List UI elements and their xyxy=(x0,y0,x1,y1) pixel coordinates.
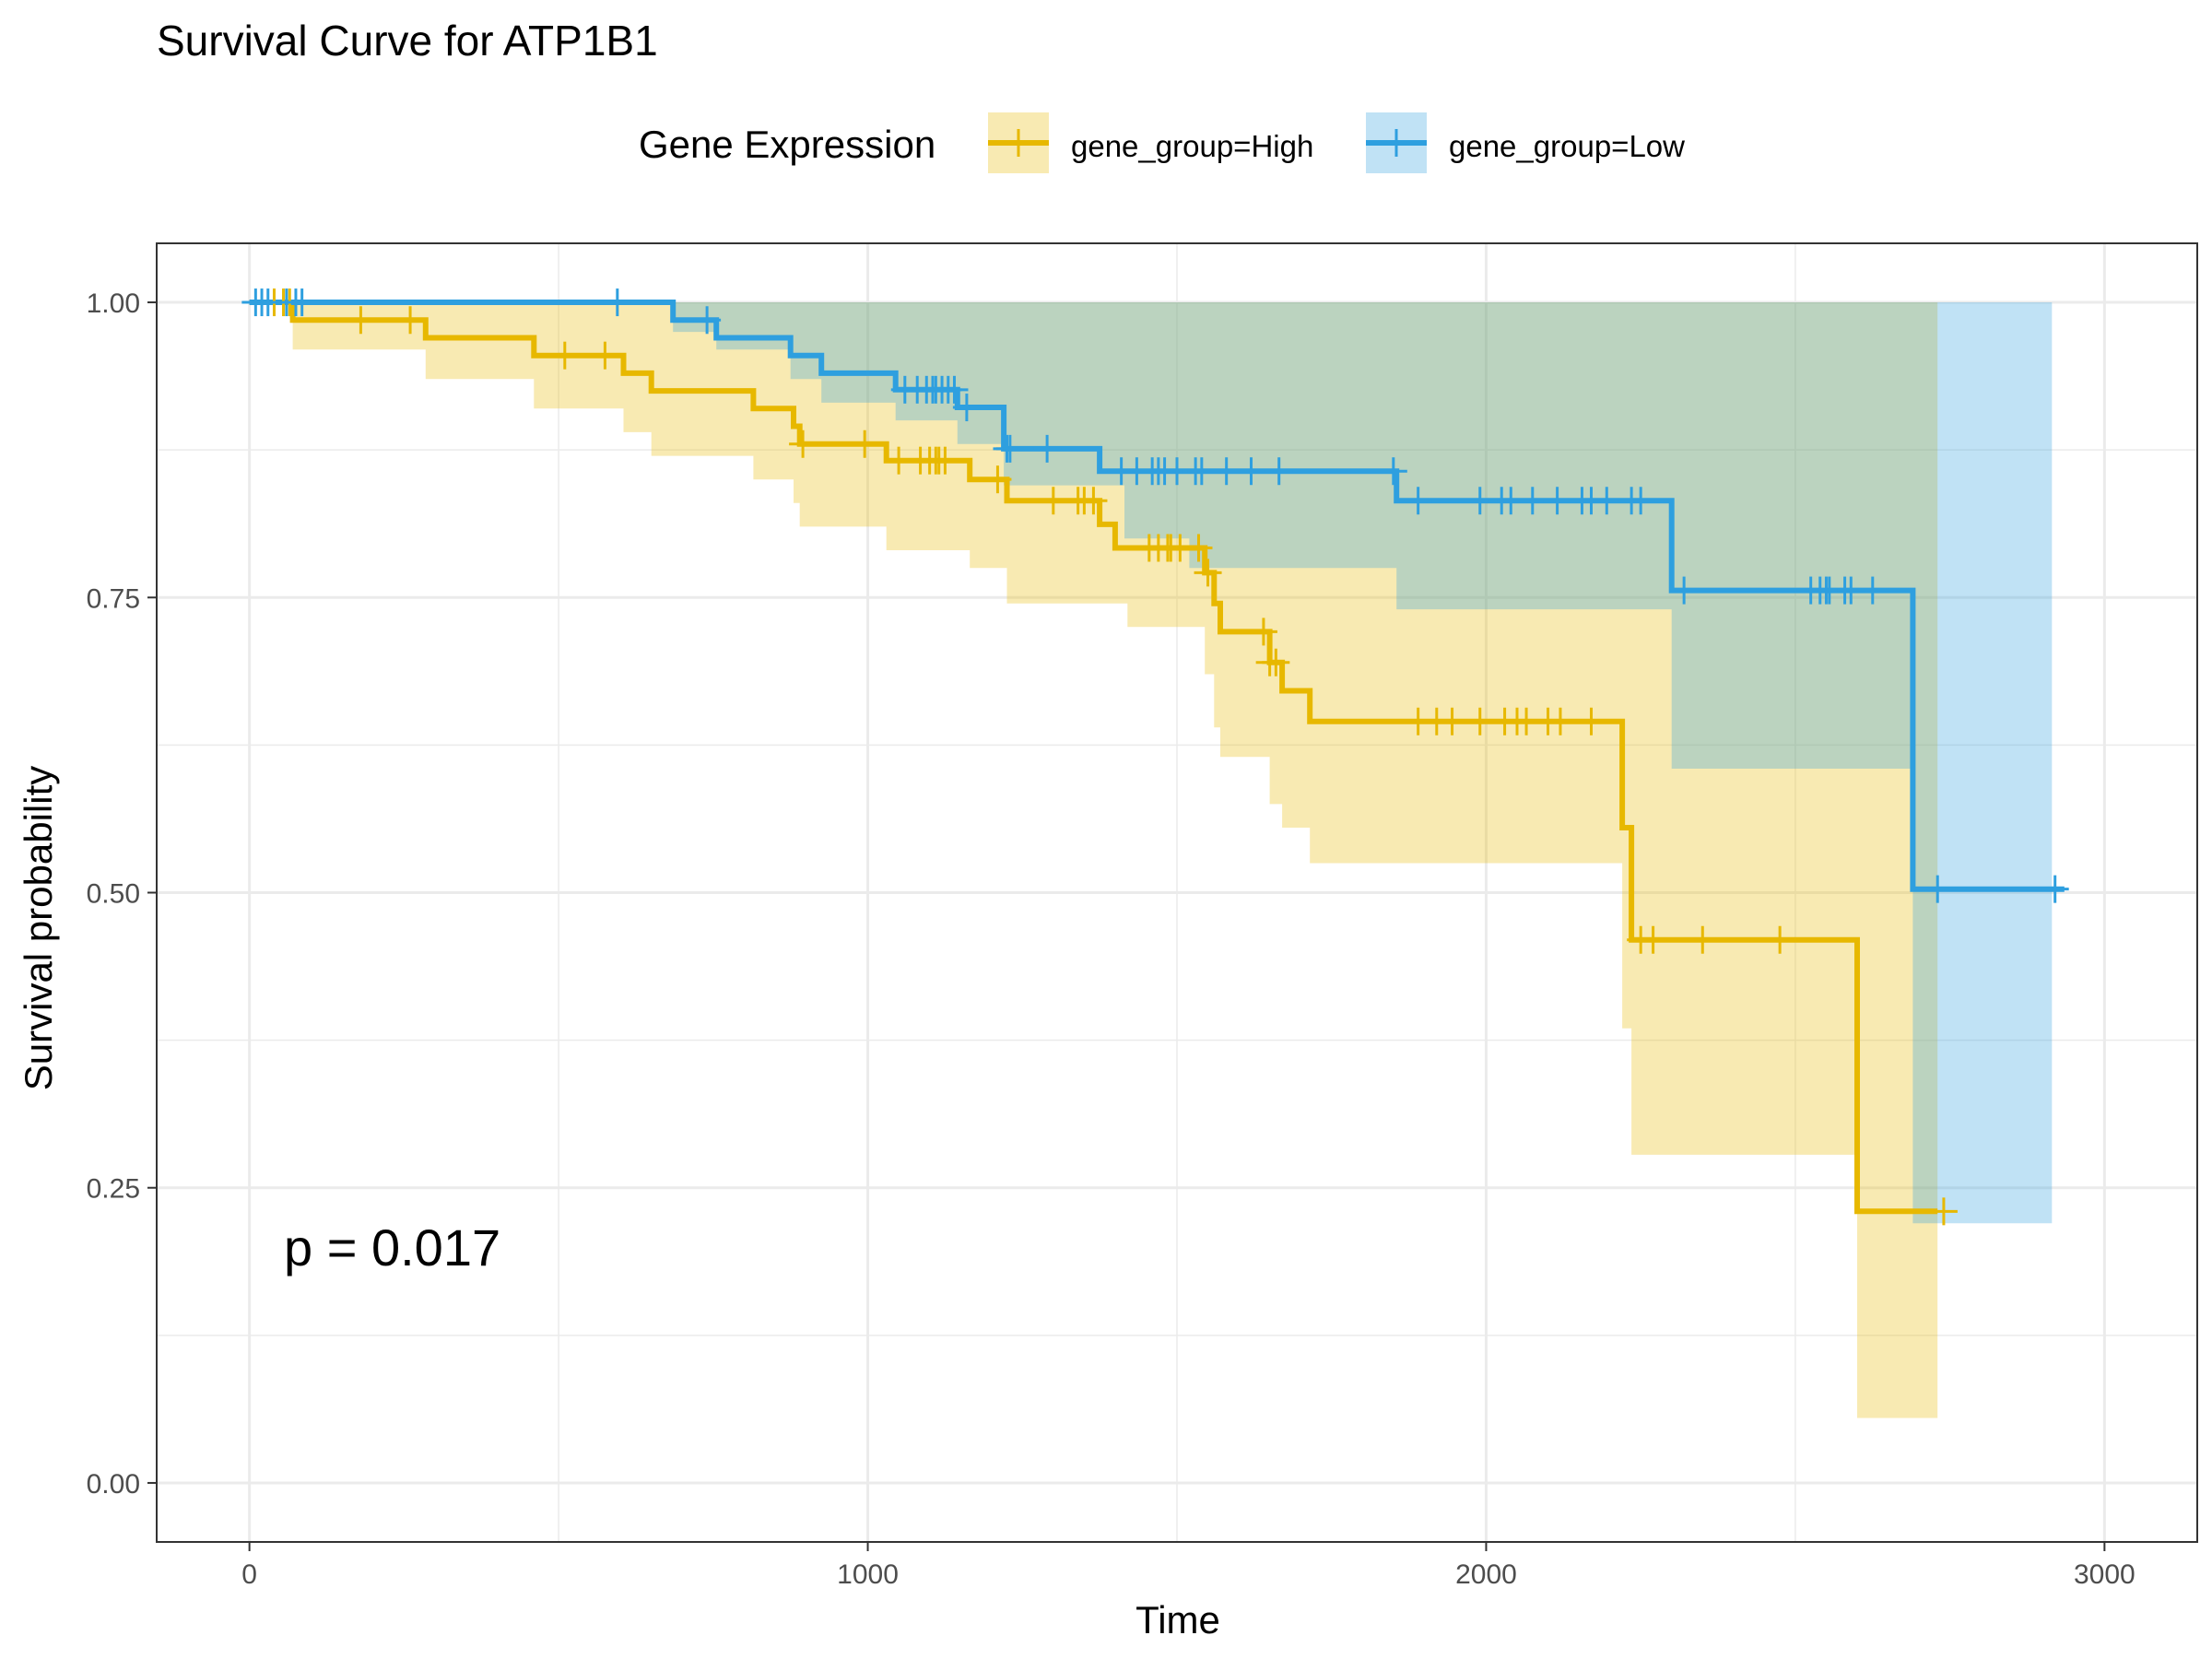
censor-mark-low xyxy=(952,394,981,422)
censor-mark-high xyxy=(931,446,959,475)
legend-title: Gene Expression xyxy=(639,123,935,166)
censor-mark-low xyxy=(1212,457,1241,486)
ci-band-high xyxy=(249,302,1938,1418)
y-tick-label: 0.25 xyxy=(87,1174,140,1205)
censor-mark-high xyxy=(1688,925,1717,954)
censor-mark-low xyxy=(1543,487,1571,515)
censor-mark-low xyxy=(2041,875,2069,903)
survival-curve-low xyxy=(249,300,2065,892)
legend-label-low: gene_group=Low xyxy=(1449,129,1685,163)
censor-mark-high xyxy=(591,341,619,370)
y-tick-label: 0.00 xyxy=(87,1469,140,1500)
y-tick-label: 0.75 xyxy=(87,583,140,614)
censor-mark-high xyxy=(550,341,579,370)
censor-mark-low xyxy=(1593,487,1621,515)
censor-mark-low xyxy=(1033,434,1062,463)
axes: 0 1000 2000 3000 0.00 0.25 0.50 0.75 1.00 xyxy=(87,288,2136,1590)
legend: Gene Expression gene_group=High gene_gro… xyxy=(639,112,1685,173)
censor-mark-low xyxy=(1518,487,1547,515)
censor-mark-high xyxy=(1438,707,1466,735)
censor-mark-low xyxy=(1670,576,1699,605)
censor-mark-high xyxy=(1249,618,1277,646)
censor-mark-high xyxy=(1929,1197,1958,1226)
censor-mark-high xyxy=(1079,487,1108,515)
censor-mark-high xyxy=(851,429,879,458)
censor-mark-high xyxy=(1639,925,1667,954)
x-tick-label: 3000 xyxy=(2074,1559,2136,1590)
x-tick-label: 1000 xyxy=(837,1559,899,1590)
censor-mark-low xyxy=(940,375,969,404)
censor-marks xyxy=(241,288,2069,1226)
censor-mark-high xyxy=(1577,707,1606,735)
censor-mark-high xyxy=(789,429,818,458)
legend-label-high: gene_group=High xyxy=(1071,129,1313,163)
censor-mark-low xyxy=(1858,576,1887,605)
censor-mark-high xyxy=(1766,925,1794,954)
censor-mark-low xyxy=(693,306,722,335)
x-tick-label: 2000 xyxy=(1455,1559,1517,1590)
y-tick-label: 1.00 xyxy=(87,288,140,319)
censor-mark-high xyxy=(396,306,425,335)
censor-mark-high xyxy=(1465,707,1494,735)
censor-mark-low xyxy=(603,288,631,317)
p-value-annotation: p = 0.017 xyxy=(284,1218,500,1277)
x-axis-title: Time xyxy=(1135,1598,1220,1641)
censor-mark-high xyxy=(1039,487,1067,515)
censor-mark-high xyxy=(1262,648,1290,677)
ci-band-low xyxy=(249,302,2053,1224)
censor-mark-high xyxy=(1546,707,1574,735)
y-axis-title: Survival probability xyxy=(17,766,60,1091)
censor-mark-high xyxy=(1184,534,1213,562)
censor-mark-low xyxy=(1187,457,1216,486)
x-tick-label: 0 xyxy=(241,1559,257,1590)
censor-mark-high xyxy=(983,465,1012,494)
censor-mark-low xyxy=(1627,487,1655,515)
censor-mark-low xyxy=(1924,875,1952,903)
censor-mark-low xyxy=(995,434,1024,463)
censor-mark-low xyxy=(288,288,316,317)
chart-title: Survival Curve for ATP1B1 xyxy=(157,17,658,65)
censor-mark-low xyxy=(1379,457,1407,486)
y-tick-label: 0.50 xyxy=(87,879,140,910)
censor-mark-low xyxy=(1404,487,1432,515)
censor-mark-high xyxy=(347,306,375,335)
censor-mark-low xyxy=(1265,457,1293,486)
censor-mark-low xyxy=(1237,457,1265,486)
confidence-bands xyxy=(249,302,2053,1418)
censor-mark-high xyxy=(1194,559,1222,587)
